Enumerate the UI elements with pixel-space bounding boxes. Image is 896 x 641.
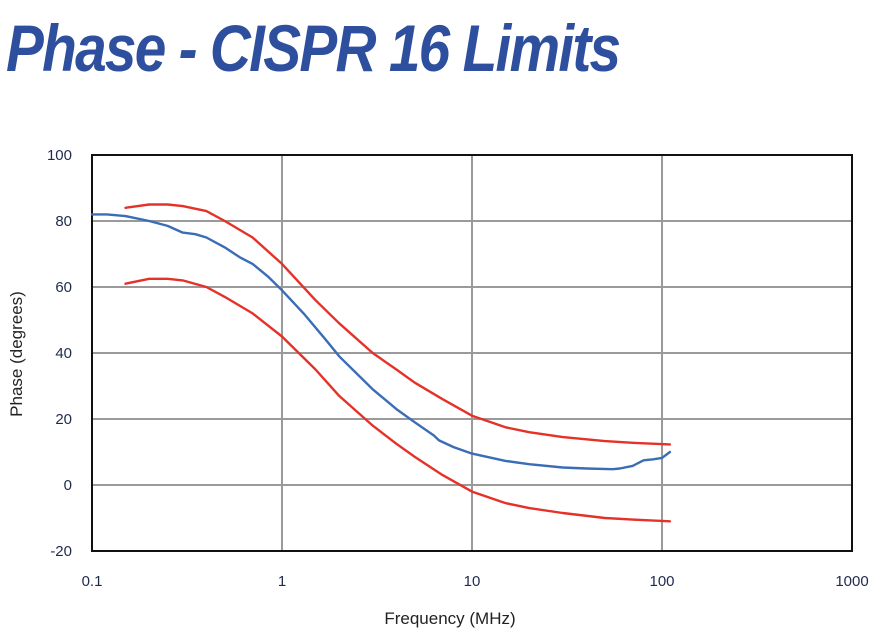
y-tick-label: 20	[55, 411, 72, 428]
y-tick-label: 80	[55, 213, 72, 230]
grid-lines	[91, 154, 853, 552]
y-tick-label: 100	[47, 147, 72, 164]
series-line-2	[90, 213, 672, 471]
series-line-1	[124, 203, 672, 446]
x-tick-label: 100	[649, 573, 674, 590]
series-line-3	[124, 277, 672, 523]
y-tick-label: 40	[55, 345, 72, 362]
series-lines	[90, 203, 672, 523]
page-title: Phase - CISPR 16 Limits	[6, 11, 621, 85]
y-axis-label: Phase (degrees)	[7, 291, 26, 417]
x-axis-ticks: 0.1 1 10 100 1000	[82, 573, 869, 590]
y-tick-label: 60	[55, 279, 72, 296]
plot-area-border	[91, 154, 853, 552]
y-tick-label: 0	[64, 477, 72, 494]
x-axis-label: Frequency (MHz)	[384, 609, 515, 628]
x-tick-label: 10	[464, 573, 481, 590]
x-tick-label: 1	[278, 573, 286, 590]
x-tick-label: 0.1	[82, 573, 103, 590]
y-axis-ticks: -20 0 20 40 60 80 100	[47, 147, 72, 560]
y-tick-label: -20	[50, 543, 72, 560]
x-tick-label: 1000	[835, 573, 868, 590]
